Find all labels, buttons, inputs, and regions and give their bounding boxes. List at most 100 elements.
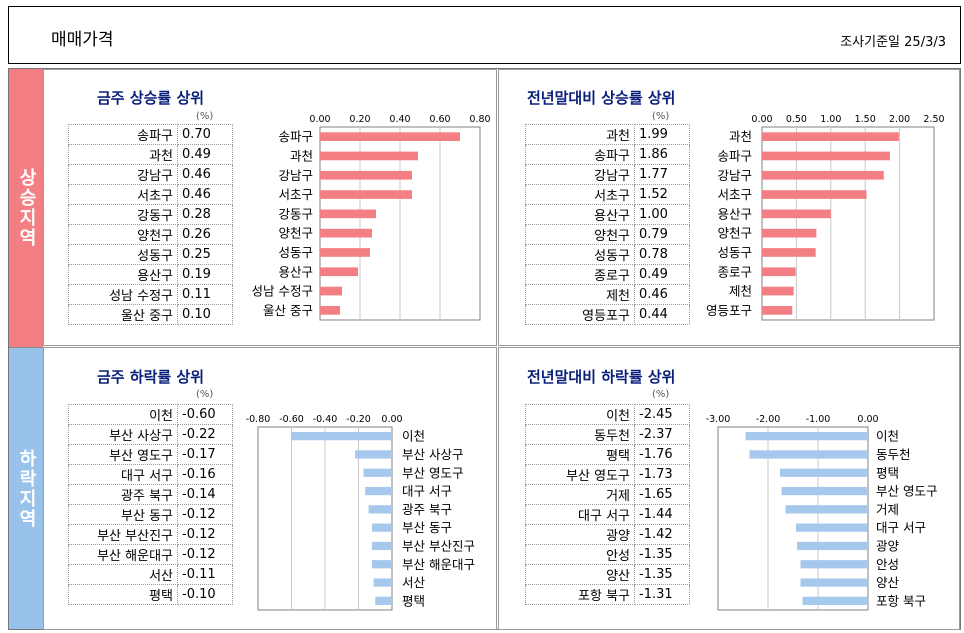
ranking-table: 과천 1.99 송파구 1.86 강남구 1.77 서초구 1.52 용산구 1.00 양천구 0.7… (525, 124, 690, 325)
table-row: 대구 서구 -0.16 (68, 464, 233, 485)
change-value: 0.28 (177, 204, 233, 225)
table-row: 부산 영도구 -0.17 (68, 444, 233, 465)
table-row: 서초구 1.52 (525, 184, 690, 205)
region-name: 서초구 (525, 184, 635, 205)
region-name: 평택 (525, 444, 635, 465)
table-row: 평택 -1.76 (525, 444, 690, 465)
region-name: 용산구 (525, 204, 635, 225)
change-value: -0.14 (177, 484, 233, 505)
chart-title: 전년말대비 하락률 상위 (527, 368, 676, 386)
region-name: 부산 영도구 (68, 444, 178, 465)
region-name: 종로구 (525, 264, 635, 285)
region-name: 부산 부산진구 (68, 524, 178, 545)
region-name: 대구 서구 (525, 504, 635, 525)
change-value: -0.11 (177, 564, 233, 585)
region-name: 양천구 (525, 224, 635, 245)
change-value: 0.46 (177, 184, 233, 205)
region-name: 부산 해운대구 (68, 544, 178, 565)
table-row: 부산 동구 -0.12 (68, 504, 233, 525)
change-value: 0.19 (177, 264, 233, 285)
change-value: 0.10 (177, 304, 233, 325)
change-value: 1.00 (634, 204, 690, 225)
table-row: 양천구 0.79 (525, 224, 690, 245)
table-row: 서산 -0.11 (68, 564, 233, 585)
change-value: -0.10 (177, 584, 233, 605)
region-name: 광주 북구 (68, 484, 178, 505)
change-value: -1.35 (634, 544, 690, 565)
chart-title: 금주 상승률 상위 (97, 89, 205, 107)
change-value: 1.77 (634, 164, 690, 185)
change-value: -0.22 (177, 424, 233, 445)
table-row: 강남구 1.77 (525, 164, 690, 185)
region-name: 강남구 (68, 164, 178, 185)
table-row: 광양 -1.42 (525, 524, 690, 545)
change-value: 1.99 (634, 124, 690, 145)
change-value: -0.12 (177, 544, 233, 565)
region-name: 송파구 (525, 144, 635, 165)
unit-label: (%) (652, 389, 670, 400)
rise-region-label: 상승지역 (9, 69, 43, 348)
region-name: 포항 북구 (525, 584, 635, 605)
table-row: 울산 중구 0.10 (68, 304, 233, 325)
change-value: -0.12 (177, 504, 233, 525)
change-value: 0.11 (177, 284, 233, 305)
region-name: 대구 서구 (68, 464, 178, 485)
table-row: 평택 -0.10 (68, 584, 233, 605)
region-name: 부산 동구 (68, 504, 178, 525)
table-row: 안성 -1.35 (525, 544, 690, 565)
region-name: 성동구 (68, 244, 178, 265)
table-row: 과천 1.99 (525, 124, 690, 145)
change-value: 0.78 (634, 244, 690, 265)
table-row: 광주 북구 -0.14 (68, 484, 233, 505)
change-value: -1.76 (634, 444, 690, 465)
change-value: 0.26 (177, 224, 233, 245)
table-row: 양천구 0.26 (68, 224, 233, 245)
table-row: 부산 사상구 -0.22 (68, 424, 233, 445)
change-value: -0.16 (177, 464, 233, 485)
region-name: 과천 (68, 144, 178, 165)
region-name: 거제 (525, 484, 635, 505)
region-name: 서초구 (68, 184, 178, 205)
table-row: 송파구 1.86 (525, 144, 690, 165)
table-row: 포항 북구 -1.31 (525, 584, 690, 605)
change-value: -2.45 (634, 404, 690, 425)
region-name: 평택 (68, 584, 178, 605)
region-name: 동두천 (525, 424, 635, 445)
chart-title: 금주 하락률 상위 (97, 368, 205, 386)
region-name: 이천 (68, 404, 178, 425)
change-value: 0.49 (634, 264, 690, 285)
report-frame: 상승지역 하락지역 (8, 68, 961, 630)
change-value: -0.60 (177, 404, 233, 425)
table-row: 서초구 0.46 (68, 184, 233, 205)
change-value: -1.42 (634, 524, 690, 545)
header-box: 매매가격 조사기준일 25/3/3 (8, 6, 961, 64)
change-value: -1.35 (634, 564, 690, 585)
table-row: 영등포구 0.44 (525, 304, 690, 325)
table-row: 부산 부산진구 -0.12 (68, 524, 233, 545)
region-name: 울산 중구 (68, 304, 178, 325)
change-value: 0.70 (177, 124, 233, 145)
table-row: 부산 해운대구 -0.12 (68, 544, 233, 565)
table-row: 강남구 0.46 (68, 164, 233, 185)
region-name: 안성 (525, 544, 635, 565)
fall-region-label: 하락지역 (9, 348, 43, 629)
page-title: 매매가격 (51, 30, 114, 50)
table-row: 대구 서구 -1.44 (525, 504, 690, 525)
change-value: 0.46 (177, 164, 233, 185)
region-name: 양천구 (68, 224, 178, 245)
region-name: 용산구 (68, 264, 178, 285)
table-row: 성남 수정구 0.11 (68, 284, 233, 305)
unit-label: (%) (652, 111, 670, 122)
table-row: 용산구 0.19 (68, 264, 233, 285)
change-value: 1.86 (634, 144, 690, 165)
table-row: 거제 -1.65 (525, 484, 690, 505)
region-name: 강동구 (68, 204, 178, 225)
table-row: 이천 -2.45 (525, 404, 690, 425)
survey-date: 조사기준일 25/3/3 (840, 35, 946, 50)
region-name: 제천 (525, 284, 635, 305)
region-name: 성동구 (525, 244, 635, 265)
unit-label: (%) (196, 111, 214, 122)
ranking-table: 이천 -2.45 동두천 -2.37 평택 -1.76 부산 영도구 -1.73 거제 -1.65… (525, 404, 690, 605)
table-row: 양산 -1.35 (525, 564, 690, 585)
rise-region-text: 상승지역 (16, 168, 37, 248)
